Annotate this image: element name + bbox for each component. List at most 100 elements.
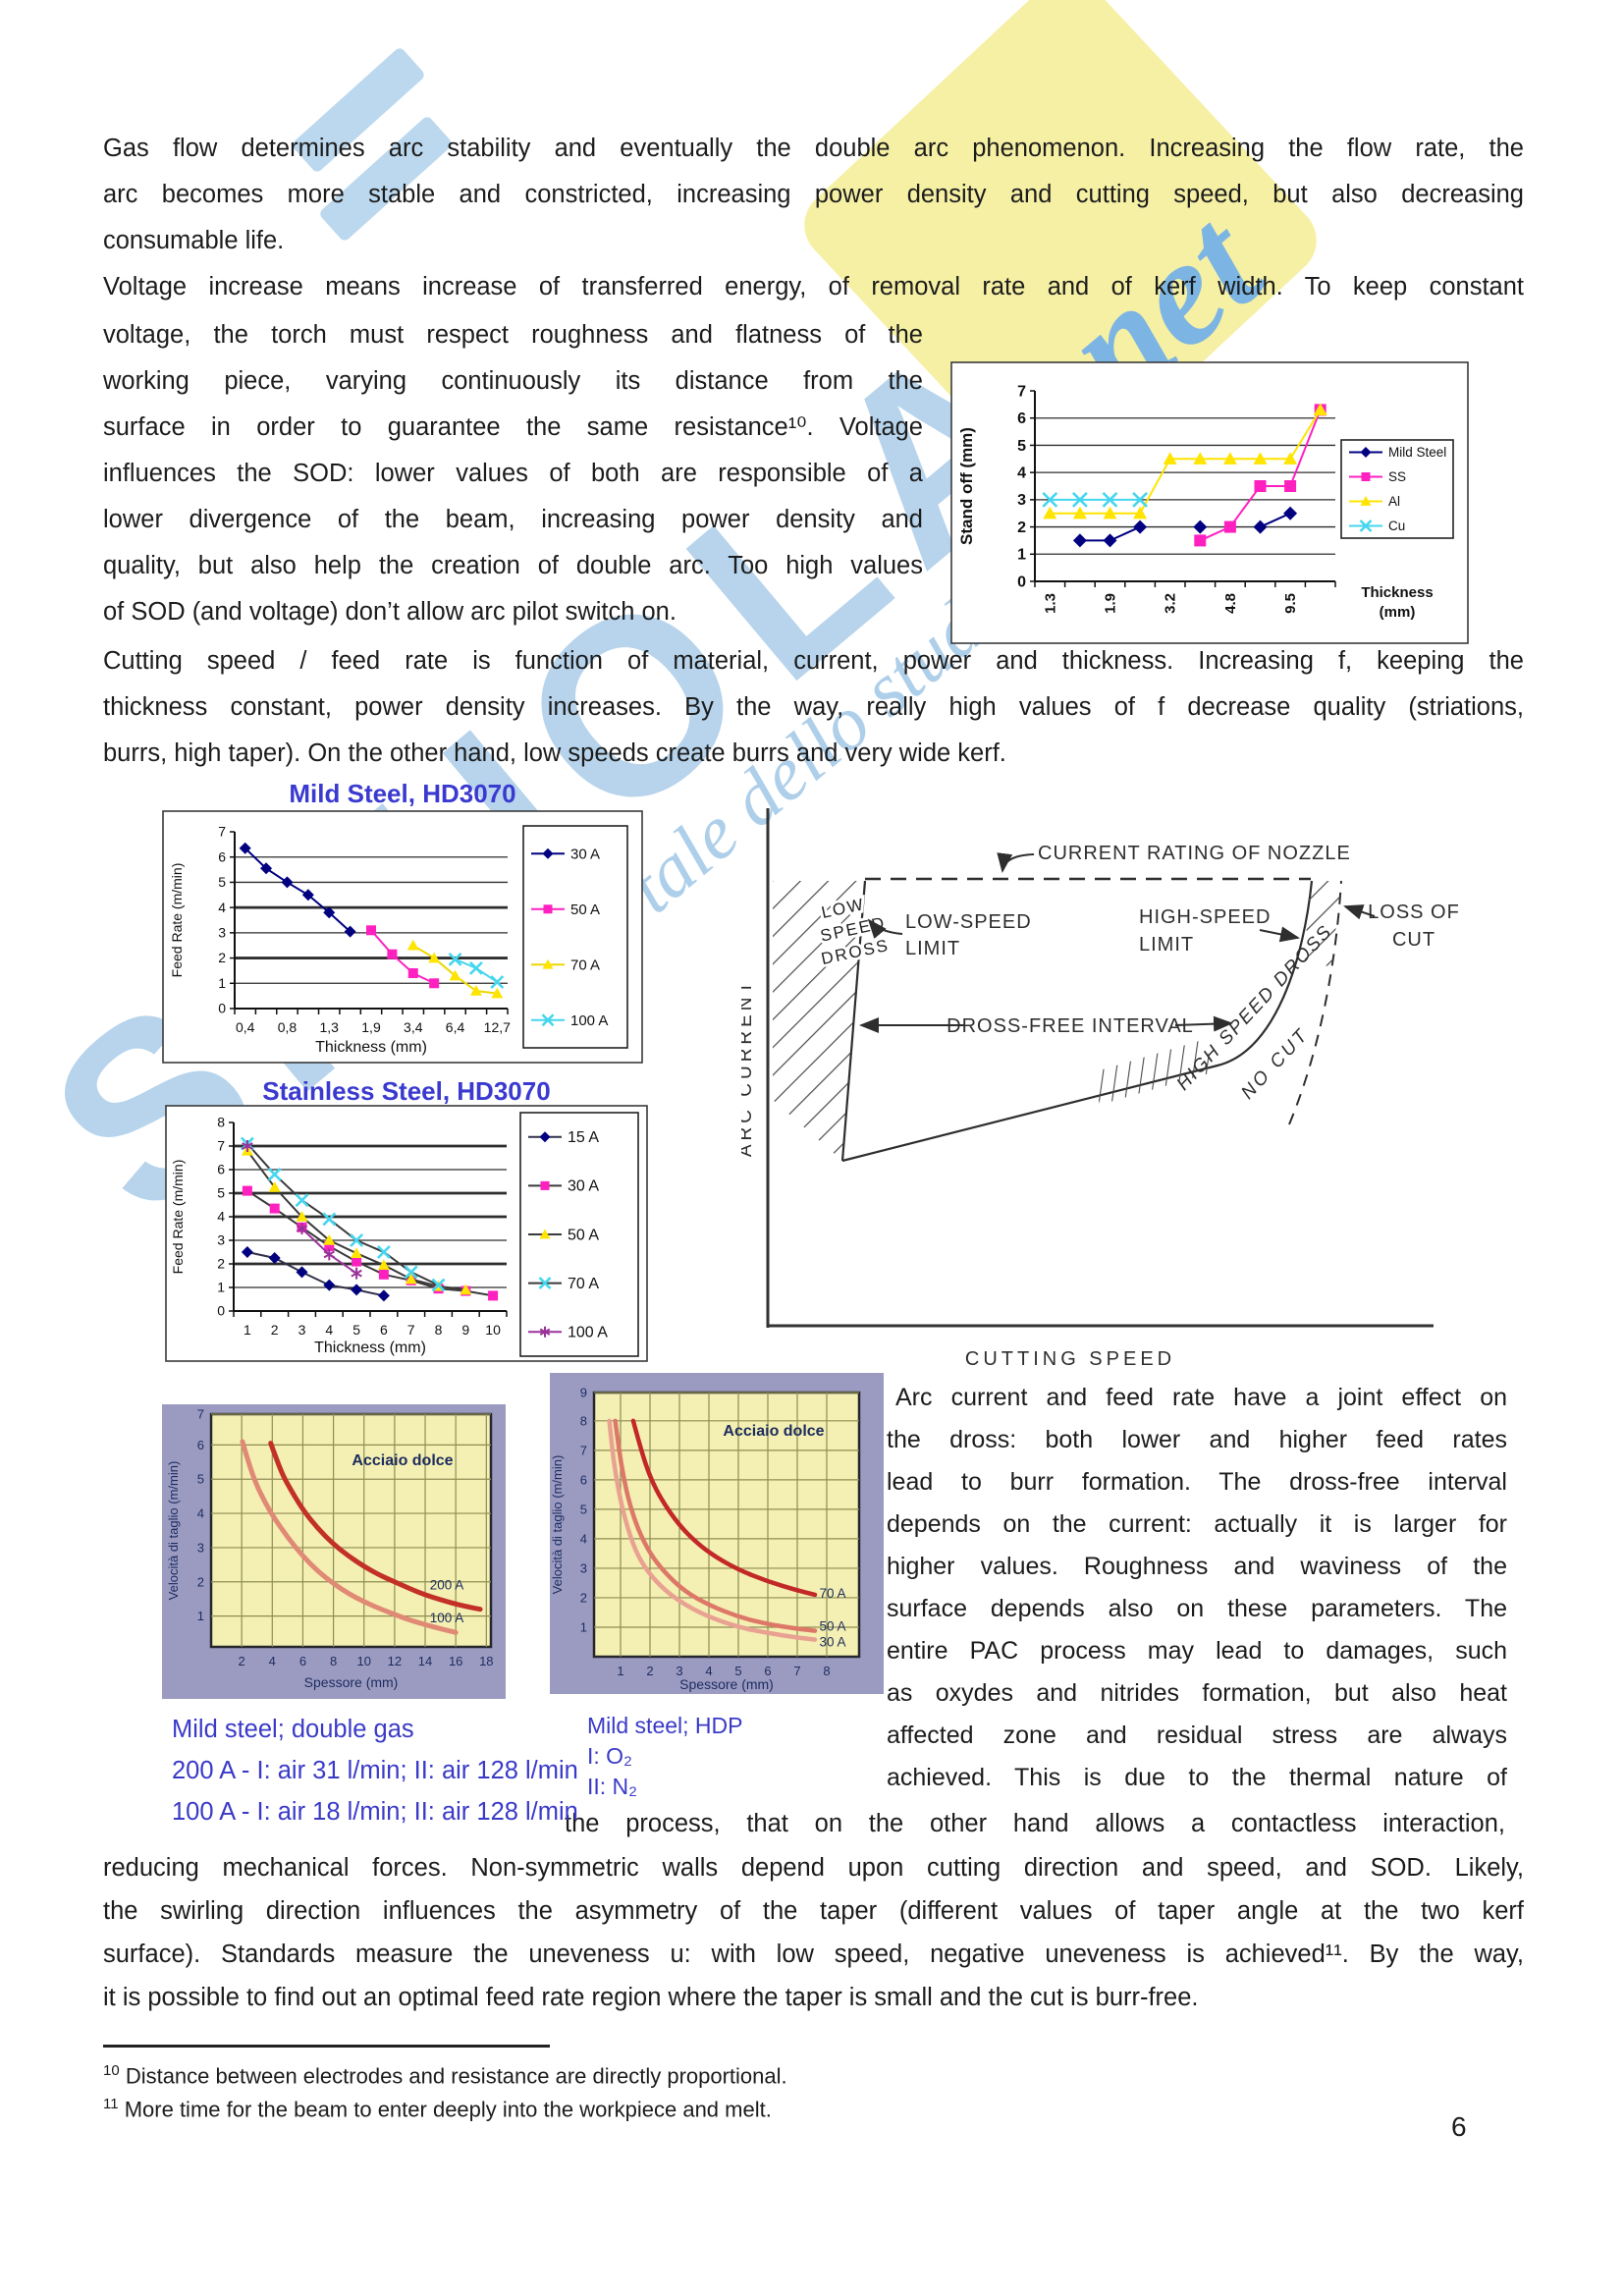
paragraph-reducing-forces: reducing mechanical forces. Non-symmetri… [103,1846,1524,2019]
svg-text:0,8: 0,8 [278,1019,298,1035]
svg-text:50 A: 50 A [568,1227,599,1243]
footnote-11: 11 More time for the beam to enter deepl… [103,2096,772,2122]
dross-free-interval-label: DROSS-FREE INTERVAL [947,1015,1194,1037]
low-speed-limit-label-2: LIMIT [905,938,960,959]
text-line: as oxydes and nitrides formation, but al… [887,1679,1507,1707]
svg-text:9: 9 [580,1386,587,1400]
svg-text:7: 7 [793,1664,800,1678]
svg-text:4: 4 [705,1664,712,1678]
svg-text:4.8: 4.8 [1222,593,1239,614]
text-line: lower divergence of the beam, increasing… [103,506,923,533]
c-acciaioHDP-svg: 1 2 3 4 5 6 7 8 1 2 3 4 5 6 7 8 9 Acciaio dolce 70 A 50 A30… [550,1373,884,1694]
svg-text:Stand off (mm): Stand off (mm) [957,427,976,545]
svg-text:Velocità di taglio (m/min): Velocità di taglio (m/min) [550,1455,565,1595]
svg-text:30 A: 30 A [820,1634,846,1649]
svg-text:3,4: 3,4 [404,1019,423,1035]
page-number: 6 [1451,2111,1467,2142]
text-line: working piece, varying continuously its … [103,367,923,395]
svg-text:30 A: 30 A [570,846,600,862]
svg-text:50 A: 50 A [570,902,600,918]
svg-text:(mm): (mm) [1380,604,1416,621]
text-line: Gas flow determines arc stability and ev… [103,135,1524,162]
svg-text:2: 2 [646,1664,653,1678]
svg-text:7: 7 [197,1407,204,1422]
svg-text:8: 8 [580,1413,587,1428]
svg-text:2: 2 [197,1574,204,1589]
svg-text:15 A: 15 A [568,1129,599,1146]
svg-text:Velocità di taglio (m/min): Velocità di taglio (m/min) [166,1461,181,1601]
svg-text:2: 2 [218,950,226,965]
svg-text:30 A: 30 A [568,1178,599,1195]
text-line: higher values. Roughness and waviness of… [887,1553,1507,1580]
text-line: affected zone and residual stress are al… [887,1722,1507,1749]
svg-text:0: 0 [217,1303,225,1319]
svg-text:1.3: 1.3 [1042,593,1058,614]
nozzle-rating-label: CURRENT RATING OF NOZZLE [1038,843,1351,864]
nozzle-arrow [997,852,1035,873]
text-line: of SOD (and voltage) don’t allow arc pil… [103,598,677,626]
svg-text:5: 5 [734,1664,741,1678]
svg-text:5: 5 [1017,438,1026,455]
svg-text:7: 7 [1017,383,1026,400]
svg-text:16: 16 [449,1654,462,1668]
svg-text:100 A: 100 A [568,1325,608,1341]
c-mild-svg: 0 1 2 3 4 5 6 7 0,4 0,8 1,3 1,9 3,4 6,4 12,7 30 A 50 A 70… [162,810,643,1064]
loss-arrow [1343,904,1376,920]
svg-text:50 A: 50 A [820,1619,846,1634]
svg-text:2: 2 [1017,519,1026,536]
dross-free-interval-diagram: ARC CURRENT CUTTING SPEED CURRENT RATING… [741,808,1459,1370]
svg-text:0,4: 0,4 [236,1019,255,1035]
low-speed-dross-label: LOW SPEED DROSS [816,892,894,971]
caption-line: 200 A - I: air 31 l/min; II: air 128 l/m… [172,1757,578,1784]
svg-text:3: 3 [1017,492,1026,509]
caption-line: Mild steel; HDP [587,1713,743,1738]
svg-text:Al: Al [1388,494,1400,509]
svg-text:Spessore (mm): Spessore (mm) [304,1674,399,1690]
svg-text:100 A: 100 A [570,1012,608,1029]
svg-text:2: 2 [217,1256,225,1272]
text-line: voltage, the torch must respect roughnes… [103,321,923,349]
text-line: surface depends also on these parameters… [887,1595,1507,1622]
text-line: the process, that on the other hand allo… [565,1810,1505,1837]
svg-text:5: 5 [352,1322,360,1338]
text-line: lead to burr formation. The dross-free i… [887,1468,1507,1496]
loss-of-cut-band [1304,881,1341,967]
text-line: Arc current and feed rate have a joint e… [895,1384,1507,1411]
c-standoff-svg: 0 1 2 3 4 5 6 7 1.3 1.9 3.2 4.8 9.5 Mild Steel SS Al Cu S… [950,361,1469,644]
text-line: achieved. This is due to the thermal nat… [887,1764,1507,1791]
paragraph-cutting-speed: Cutting speed / feed rate is function of… [103,638,1524,777]
svg-text:9.5: 9.5 [1282,593,1299,614]
svg-text:7: 7 [217,1138,225,1154]
svg-text:7: 7 [580,1443,587,1457]
svg-text:4: 4 [580,1531,587,1546]
footnote-marker: 11 [103,2096,119,2112]
text-line: Cutting speed / feed rate is function of… [103,647,1524,675]
text-line: surface). Standards measure the unevenes… [103,1941,1524,1968]
svg-text:2: 2 [271,1322,279,1338]
svg-text:6: 6 [197,1438,204,1452]
paragraph-arc-current: Arc current and feed rate have a joint e… [887,1377,1507,1799]
high-speed-dross-label: HIGH SPEED DROSS [1173,921,1337,1095]
svg-text:2: 2 [580,1590,587,1605]
svg-text:6: 6 [1017,410,1026,427]
svg-text:3: 3 [217,1232,225,1248]
svg-text:Feed Rate (m/min): Feed Rate (m/min) [170,1160,186,1275]
text-line: burrs, high taper). On the other hand, l… [103,739,1006,767]
high-speed-limit-label-2: LIMIT [1139,934,1194,956]
svg-text:6: 6 [217,1162,225,1177]
svg-text:4: 4 [269,1654,276,1668]
svg-text:7: 7 [407,1322,415,1338]
svg-text:8: 8 [823,1664,830,1678]
high-speed-arrow [1259,926,1300,943]
low-speed-arrow [867,918,903,939]
svg-text:Feed Rate (m/min): Feed Rate (m/min) [169,863,185,978]
svg-text:6: 6 [764,1664,771,1678]
svg-text:12: 12 [388,1654,402,1668]
svg-text:Acciaio dolce: Acciaio dolce [723,1423,824,1440]
text-line: quality, but also help the creation of d… [103,552,923,579]
svg-text:4: 4 [325,1322,333,1338]
standoff-chart: 0 1 2 3 4 5 6 7 1.3 1.9 3.2 4.8 9.5 Mild Steel SS Al Cu S… [950,361,1469,649]
svg-text:7: 7 [218,824,226,840]
